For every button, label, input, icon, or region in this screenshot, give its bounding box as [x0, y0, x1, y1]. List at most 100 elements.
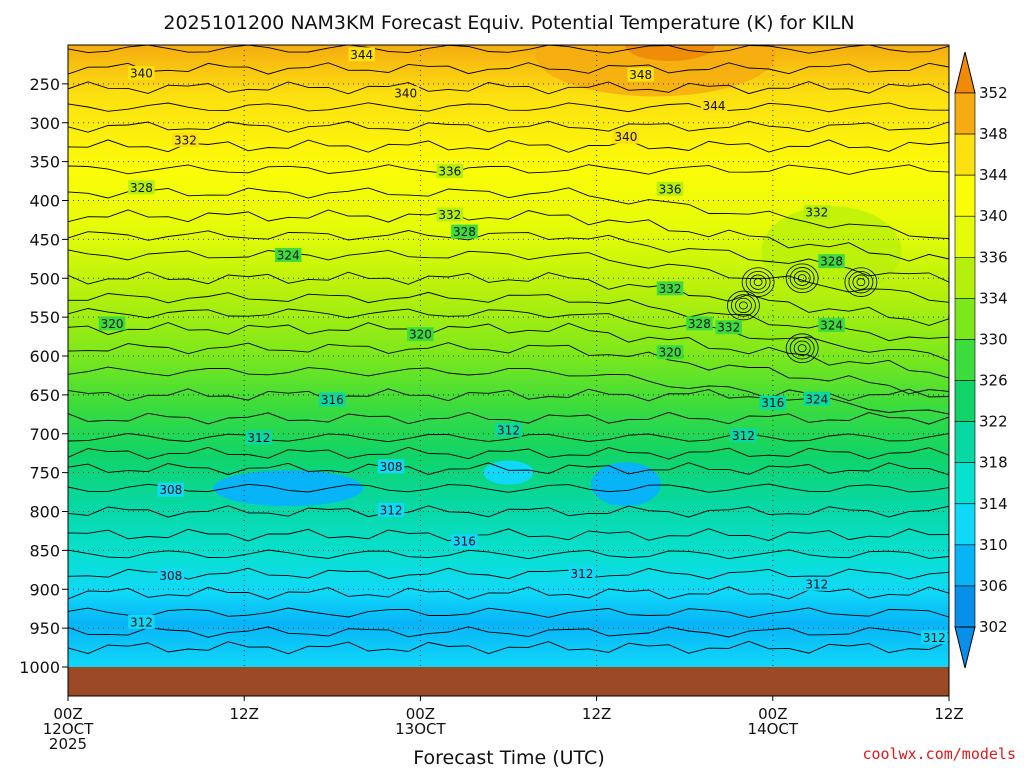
- contour-line: [68, 607, 949, 618]
- contour-line: [68, 291, 949, 342]
- cool-pocket: [213, 470, 364, 507]
- y-axis: 250 300 350 400 450 500 550 600 650 700 750 800 850 9…: [19, 75, 68, 677]
- contour-line: [789, 267, 815, 290]
- x-tick-label: 00Z: [406, 705, 435, 723]
- contour-line: [68, 549, 949, 560]
- contour-line: [68, 187, 949, 240]
- contour-line: [793, 270, 811, 286]
- contour-label: 312: [247, 431, 270, 445]
- colorbar-label: 348: [979, 125, 1008, 143]
- contour-label-bg: [612, 129, 640, 144]
- contour-label-bg: [128, 614, 155, 629]
- contour-line: [68, 81, 949, 95]
- colorbar-label: 340: [979, 207, 1008, 225]
- colorbar-swatch: [954, 257, 976, 299]
- contour-label-bg: [436, 207, 464, 222]
- contour-line: [856, 278, 866, 287]
- contour-line: [735, 297, 752, 314]
- y-tick-label: 800: [29, 503, 60, 522]
- contour-label: 312: [497, 423, 520, 437]
- contour-label-bg: [157, 482, 185, 497]
- y-tick-label: 350: [29, 153, 60, 172]
- contour-label: 312: [380, 503, 403, 517]
- contour-label-bg: [700, 98, 728, 113]
- contour-line: [797, 344, 807, 353]
- contour-label: 328: [453, 225, 476, 239]
- contour-label-bg: [392, 86, 419, 101]
- colorbar-label: 344: [979, 166, 1008, 184]
- contour-line: [68, 446, 949, 460]
- x-tick-label: 12OCT: [43, 720, 94, 738]
- contour-label-bg: [377, 502, 405, 517]
- colorbar-label: 302: [979, 618, 1008, 636]
- contour-label-bg: [715, 320, 742, 335]
- colorbar-swatch: [954, 215, 976, 258]
- y-tick-label: 450: [29, 230, 60, 249]
- contour-label-bg: [407, 327, 434, 342]
- plot-frame: [67, 44, 950, 697]
- contour-label-bg: [348, 47, 375, 62]
- colorbar-swatch: [954, 339, 976, 381]
- contour-label-bg: [377, 459, 405, 474]
- contour-label: 324: [277, 248, 300, 262]
- contour-line: [745, 270, 771, 294]
- contour-line: [739, 301, 748, 310]
- contour-line: [68, 139, 949, 153]
- contour-line: [68, 164, 949, 175]
- contour-label: 328: [820, 255, 843, 269]
- colorbar-bottom-arrow: [954, 626, 976, 669]
- credit-link[interactable]: coolwx.com/models: [862, 745, 1016, 763]
- colorbar-swatch: [954, 503, 976, 546]
- contour-line: [68, 462, 949, 476]
- contour-line: [852, 274, 870, 290]
- colorbar-swatch: [954, 380, 976, 422]
- contour-label: 340: [130, 66, 153, 80]
- colorbar-label: 330: [979, 330, 1008, 348]
- contour-label-bg: [319, 392, 346, 407]
- contour-label-bg: [656, 281, 684, 296]
- contour-label: 312: [805, 577, 828, 591]
- contour-label: 312: [923, 631, 946, 645]
- y-tick-label: 300: [29, 114, 60, 133]
- contour-label-bg: [686, 316, 713, 331]
- x-axis-label: Forecast Time (UTC): [413, 747, 604, 768]
- y-tick-label: 750: [29, 464, 60, 483]
- colorbar-top-arrow: [954, 51, 976, 94]
- colorbar-label: 310: [979, 536, 1008, 554]
- contour-label-bg: [98, 316, 126, 331]
- contour-label-bg: [128, 65, 155, 80]
- y-tick-label: 900: [29, 580, 60, 599]
- contour-line: [844, 267, 878, 297]
- x-tick-label: 12Z: [934, 705, 963, 723]
- y-tick-label: 400: [29, 192, 60, 211]
- contour-label: 336: [438, 164, 461, 178]
- colorbar-label: 336: [979, 248, 1008, 266]
- colorbar-label: 322: [979, 413, 1008, 431]
- contour-label: 340: [394, 87, 417, 101]
- contour-line: [727, 290, 760, 321]
- x-tick-label: 14OCT: [748, 720, 799, 738]
- contour-label-bg: [245, 430, 273, 445]
- contour-label: 312: [570, 567, 593, 581]
- colorbar-swatch: [954, 133, 976, 176]
- contour-line: [68, 388, 949, 402]
- contour-label: 332: [659, 282, 682, 296]
- contour-label-bg: [495, 422, 522, 437]
- y-tick-label: 550: [29, 308, 60, 327]
- contour-line: [785, 333, 819, 364]
- contour-label: 312: [732, 429, 755, 443]
- contour-line: [68, 249, 949, 303]
- contour-label-bg: [627, 67, 654, 82]
- x-tick-label: 00Z: [758, 705, 787, 723]
- contour-label-bg: [803, 576, 831, 591]
- contour-label: 312: [130, 615, 153, 629]
- plot-area: 344 340 348 340 344 332 340 328 336 336 332 332 328 3…: [67, 44, 950, 697]
- y-tick-label: 250: [29, 75, 60, 94]
- contour-label-bg: [436, 163, 464, 178]
- contour-line: [68, 411, 949, 425]
- contour-label-bg: [275, 247, 302, 262]
- contour-line: [793, 340, 811, 356]
- y-tick-label: 850: [29, 541, 60, 560]
- y-tick-label: 650: [29, 386, 60, 405]
